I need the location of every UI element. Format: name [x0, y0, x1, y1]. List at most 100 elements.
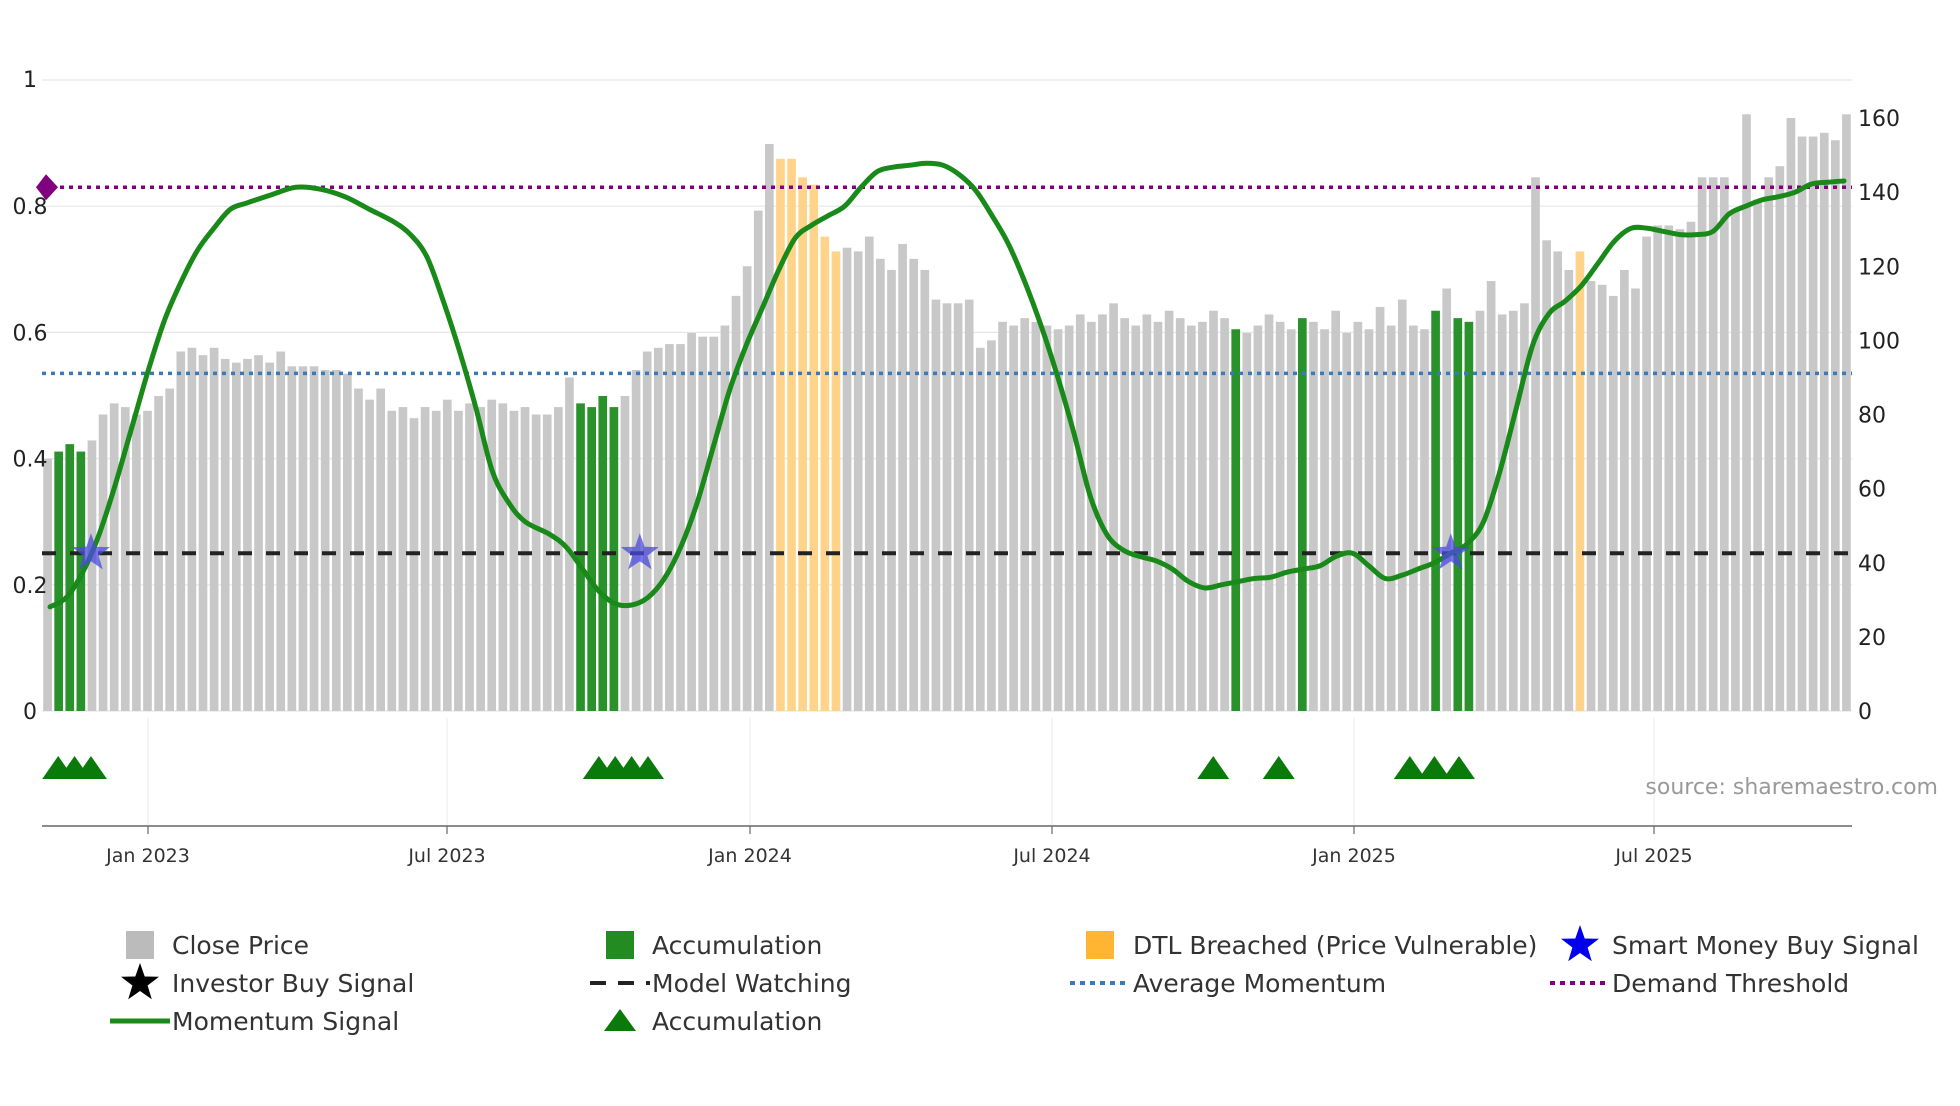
accumulation-bar — [1298, 318, 1307, 711]
close-price-bar — [309, 366, 319, 711]
demand-threshold-marker — [36, 174, 58, 201]
close-price-bar — [1608, 295, 1618, 711]
close-price-bar — [1808, 136, 1818, 711]
right-axis-tick: 120 — [1858, 255, 1900, 280]
right-axis-tick: 80 — [1858, 404, 1886, 429]
close-price-bar — [1620, 269, 1629, 711]
x-axis-tick-label: Jan 2025 — [1311, 845, 1396, 867]
close-price-bar — [931, 299, 941, 711]
dtl-breached-bar — [809, 184, 819, 711]
legend-label: Investor Buy Signal — [172, 969, 414, 998]
close-price-bar — [1375, 307, 1385, 711]
legend-label: Smart Money Buy Signal — [1612, 931, 1919, 960]
close-price-bar — [1409, 325, 1418, 711]
close-price-bar — [709, 336, 719, 711]
smart-money-buy-signal-star — [1431, 533, 1470, 570]
close-price-bar — [132, 414, 141, 711]
x-axis-tick-label: Jan 2024 — [707, 845, 792, 867]
close-price-bar — [554, 407, 563, 711]
close-price-bar — [431, 410, 441, 711]
legend-item: Investor Buy Signal — [121, 963, 414, 1000]
right-axis-tick: 160 — [1858, 107, 1900, 132]
close-price-bar — [254, 355, 263, 711]
close-price-bar — [631, 370, 641, 711]
close-price-bar — [987, 340, 996, 711]
close-price-bar — [387, 410, 397, 711]
close-price-bar — [753, 210, 763, 711]
legend-label: Accumulation — [652, 1007, 822, 1036]
close-price-bar — [1275, 321, 1285, 711]
close-price-bar — [354, 388, 363, 711]
close-price-bar — [398, 407, 408, 711]
close-price-bar — [964, 299, 974, 711]
legend-label: Demand Threshold — [1612, 969, 1849, 998]
close-price-bar — [1520, 303, 1529, 711]
dtl-breached-bar — [1575, 251, 1585, 712]
legend-item: Accumulation — [606, 931, 822, 960]
accumulation-triangle — [1418, 756, 1451, 779]
legend-item: Model Watching — [590, 969, 852, 998]
close-price-bar — [1175, 318, 1185, 711]
close-price-bar — [520, 407, 530, 711]
close-price-bar — [1220, 318, 1229, 711]
close-price-bar — [198, 355, 208, 711]
close-price-bar — [1309, 321, 1318, 711]
source-label: source: sharemaestro.com — [1645, 775, 1938, 800]
close-price-bar — [1242, 332, 1252, 711]
legend-label: Close Price — [172, 931, 309, 960]
right-axis-tick: 40 — [1858, 552, 1886, 577]
close-price-bar — [953, 303, 963, 711]
close-price-bar — [109, 403, 119, 711]
close-price-bar — [120, 407, 130, 711]
accumulation-bar — [1453, 318, 1463, 711]
close-price-bar — [1087, 321, 1096, 711]
legend-star-icon — [121, 963, 159, 1000]
dtl-breached-bar — [831, 251, 841, 712]
accumulation-bar — [587, 407, 596, 711]
close-price-bar — [1198, 321, 1207, 711]
close-price-bar — [1664, 225, 1674, 711]
close-price-bar — [1153, 321, 1163, 711]
legend-item: Accumulation — [604, 1007, 822, 1036]
dtl-breached-bar — [787, 158, 796, 712]
legend-label: DTL Breached (Price Vulnerable) — [1133, 931, 1537, 960]
close-price-bar — [920, 269, 930, 711]
right-axis-tick: 0 — [1858, 700, 1872, 725]
legend-label: Model Watching — [652, 969, 852, 998]
legend-item: Average Momentum — [1070, 969, 1386, 998]
close-price-bar — [454, 410, 463, 711]
dtl-breached-bar — [798, 177, 807, 712]
close-price-bar — [1142, 314, 1152, 711]
right-axis-tick: 100 — [1858, 329, 1900, 354]
markers-layer — [42, 533, 1475, 779]
close-price-bar — [1819, 132, 1829, 711]
right-axis-tick: 140 — [1858, 181, 1900, 206]
close-price-bar — [1731, 210, 1740, 711]
close-price-bar — [442, 399, 452, 711]
close-price-bar — [742, 266, 752, 711]
close-price-bar — [864, 236, 874, 711]
right-axis-tick: 20 — [1858, 626, 1886, 651]
left-axis-tick: 0.4 — [13, 448, 48, 473]
close-price-bar — [642, 351, 652, 711]
close-price-bar — [887, 269, 896, 711]
close-price-bar — [476, 407, 485, 711]
close-price-bar — [143, 410, 152, 711]
close-price-bar — [1075, 314, 1085, 711]
accumulation-bar — [76, 451, 86, 711]
close-price-bar — [1564, 269, 1574, 711]
close-price-bar — [98, 414, 108, 711]
close-price-bar — [942, 303, 952, 711]
x-axis-tick-label: Jul 2024 — [1012, 845, 1090, 867]
momentum-signal-line — [47, 160, 1847, 610]
legend-item: Momentum Signal — [110, 1007, 399, 1036]
dtl-breached-bar — [776, 158, 785, 712]
legend-label: Momentum Signal — [172, 1007, 399, 1036]
close-price-bar — [842, 247, 852, 711]
legend-swatch — [126, 931, 154, 959]
close-price-bar — [1397, 299, 1407, 711]
dtl-breached-bar — [820, 236, 830, 711]
close-price-bar — [853, 251, 863, 712]
legend-triangle-icon — [604, 1009, 636, 1031]
